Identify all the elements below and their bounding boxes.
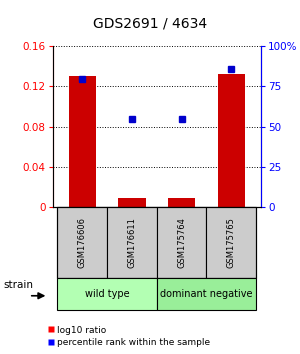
Text: GSM175765: GSM175765 <box>227 217 236 268</box>
Bar <box>118 198 146 207</box>
Text: GSM176606: GSM176606 <box>78 217 87 268</box>
Bar <box>168 198 195 207</box>
Bar <box>69 76 96 207</box>
Text: wild type: wild type <box>85 289 129 299</box>
Bar <box>206 207 256 278</box>
Bar <box>58 278 157 310</box>
Bar <box>107 207 157 278</box>
Text: strain: strain <box>3 280 33 290</box>
Text: GSM176611: GSM176611 <box>128 217 136 268</box>
Text: GSM175764: GSM175764 <box>177 217 186 268</box>
Text: GDS2691 / 4634: GDS2691 / 4634 <box>93 16 207 30</box>
Bar <box>218 74 245 207</box>
Bar <box>58 207 107 278</box>
Text: dominant negative: dominant negative <box>160 289 253 299</box>
Bar <box>157 278 256 310</box>
Legend: log10 ratio, percentile rank within the sample: log10 ratio, percentile rank within the … <box>46 325 211 348</box>
Bar <box>157 207 206 278</box>
